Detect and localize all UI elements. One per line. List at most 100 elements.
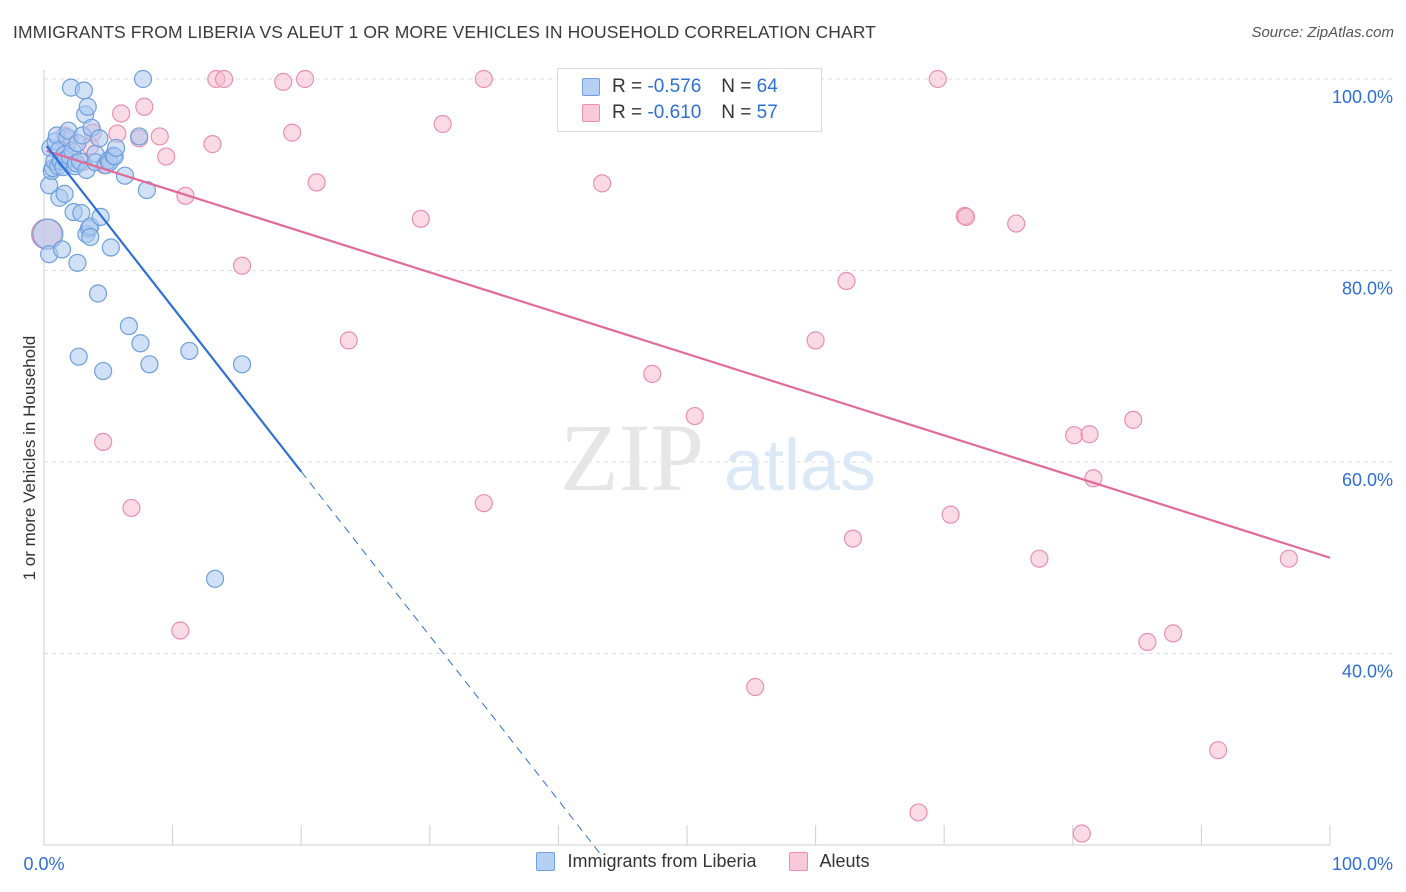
liberia-point bbox=[94, 361, 113, 381]
y-tick-label: 40.0% bbox=[1342, 662, 1393, 682]
aleuts-point bbox=[837, 271, 856, 291]
chart-title: IMMIGRANTS FROM LIBERIA VS ALEUT 1 OR MO… bbox=[13, 22, 876, 42]
aleuts-point bbox=[956, 207, 976, 226]
gridlines bbox=[44, 78, 1392, 654]
liberia-point bbox=[68, 253, 87, 272]
r-value: -0.610 bbox=[647, 102, 702, 123]
aleuts-point bbox=[909, 803, 928, 822]
aleuts-point bbox=[295, 69, 315, 89]
aleuts-point bbox=[232, 256, 252, 275]
r-label: R = bbox=[612, 102, 643, 123]
aleuts-point bbox=[433, 114, 452, 134]
n-label: N = bbox=[721, 76, 752, 97]
aleuts-trend-line bbox=[46, 149, 1331, 559]
axes bbox=[43, 70, 1331, 846]
legend: Immigrants from Liberia Aleuts bbox=[0, 851, 1406, 872]
aleuts-point bbox=[94, 432, 113, 451]
liberia-points bbox=[32, 69, 252, 588]
aleuts-point bbox=[1080, 425, 1099, 444]
aleuts-point bbox=[1209, 741, 1228, 760]
aleuts-point bbox=[685, 406, 704, 426]
aleuts-point bbox=[411, 209, 430, 228]
liberia-swatch bbox=[582, 78, 600, 96]
liberia-point bbox=[106, 138, 126, 158]
aleuts-point bbox=[307, 173, 326, 192]
watermark-atlas: atlas bbox=[724, 426, 876, 506]
aleuts-point bbox=[135, 97, 154, 116]
watermark-zip: ZIP bbox=[560, 404, 704, 511]
liberia-point bbox=[101, 238, 120, 257]
liberia-point bbox=[52, 240, 72, 259]
aleuts-point bbox=[1030, 549, 1049, 568]
aleuts-point bbox=[214, 69, 234, 89]
aleuts-point bbox=[474, 494, 493, 513]
aleuts-point bbox=[941, 505, 960, 524]
aleuts-point bbox=[1072, 824, 1091, 843]
liberia-trend-extension bbox=[300, 471, 602, 855]
r-label: R = bbox=[612, 76, 643, 97]
y-tick-label: 100.0% bbox=[1332, 87, 1393, 107]
aleuts-point bbox=[1164, 624, 1183, 643]
liberia-point bbox=[74, 81, 93, 100]
legend-swatch-liberia bbox=[536, 852, 556, 871]
n-value: 64 bbox=[756, 76, 778, 97]
aleuts-point bbox=[843, 529, 862, 548]
aleuts-point bbox=[928, 69, 947, 89]
stats-box: R = -0.576 N = 64 R = -0.610 N = 57 bbox=[557, 68, 822, 132]
aleuts-swatch bbox=[582, 104, 600, 122]
liberia-point bbox=[69, 347, 88, 366]
x-tick-label: 0.0% bbox=[23, 854, 64, 874]
liberia-point bbox=[232, 355, 252, 374]
x-tick-label: 100.0% bbox=[1332, 854, 1393, 874]
liberia-trend-line bbox=[45, 145, 303, 473]
legend-label-liberia: Immigrants from Liberia bbox=[567, 851, 757, 871]
aleuts-point bbox=[339, 331, 358, 350]
aleuts-point bbox=[1138, 632, 1157, 652]
n-label: N = bbox=[721, 102, 752, 123]
liberia-point bbox=[55, 184, 74, 203]
tick-labels: 40.0% 60.0% 80.0% 100.0% 0.0% 100.0% bbox=[23, 87, 1393, 874]
aleuts-point bbox=[593, 174, 612, 193]
n-value: 57 bbox=[756, 102, 778, 123]
aleuts-point bbox=[171, 621, 190, 640]
liberia-point bbox=[78, 97, 97, 116]
source-label: Source: ZipAtlas.com bbox=[1251, 24, 1394, 41]
aleuts-point bbox=[806, 331, 825, 350]
aleuts-point bbox=[1064, 426, 1084, 445]
stats-row-aleuts: R = -0.610 N = 57 bbox=[558, 100, 778, 126]
liberia-point bbox=[180, 341, 199, 361]
liberia-point bbox=[119, 316, 138, 336]
aleuts-point bbox=[1279, 549, 1298, 568]
liberia-point bbox=[140, 355, 159, 374]
liberia-point bbox=[88, 284, 108, 303]
liberia-point bbox=[90, 129, 109, 148]
liberia-point bbox=[130, 127, 149, 146]
legend-item-liberia[interactable]: Immigrants from Liberia bbox=[536, 851, 757, 872]
aleuts-point bbox=[112, 104, 131, 123]
aleuts-point bbox=[746, 677, 765, 697]
trend-lines bbox=[45, 145, 1331, 855]
y-tick-label: 60.0% bbox=[1342, 470, 1393, 490]
r-value: -0.576 bbox=[647, 76, 702, 97]
aleuts-point bbox=[122, 498, 141, 518]
stats-row-liberia: R = -0.576 N = 64 bbox=[558, 74, 778, 100]
aleuts-point bbox=[1124, 410, 1143, 429]
aleuts-point bbox=[274, 72, 293, 91]
liberia-point bbox=[205, 569, 225, 588]
aleuts-point bbox=[474, 69, 493, 89]
liberia-point bbox=[133, 69, 153, 89]
aleuts-point bbox=[157, 147, 176, 166]
legend-label-aleuts: Aleuts bbox=[819, 851, 870, 871]
legend-swatch-aleuts bbox=[788, 852, 808, 871]
aleuts-point bbox=[283, 123, 302, 142]
aleuts-point bbox=[643, 364, 662, 384]
liberia-point bbox=[131, 334, 150, 353]
aleuts-point bbox=[203, 135, 222, 154]
legend-item-aleuts[interactable]: Aleuts bbox=[788, 851, 870, 872]
y-tick-label: 80.0% bbox=[1342, 279, 1393, 299]
watermark: ZIP atlas bbox=[560, 404, 876, 511]
aleuts-point bbox=[1007, 214, 1026, 233]
liberia-point bbox=[72, 203, 91, 223]
aleuts-point bbox=[150, 127, 169, 146]
